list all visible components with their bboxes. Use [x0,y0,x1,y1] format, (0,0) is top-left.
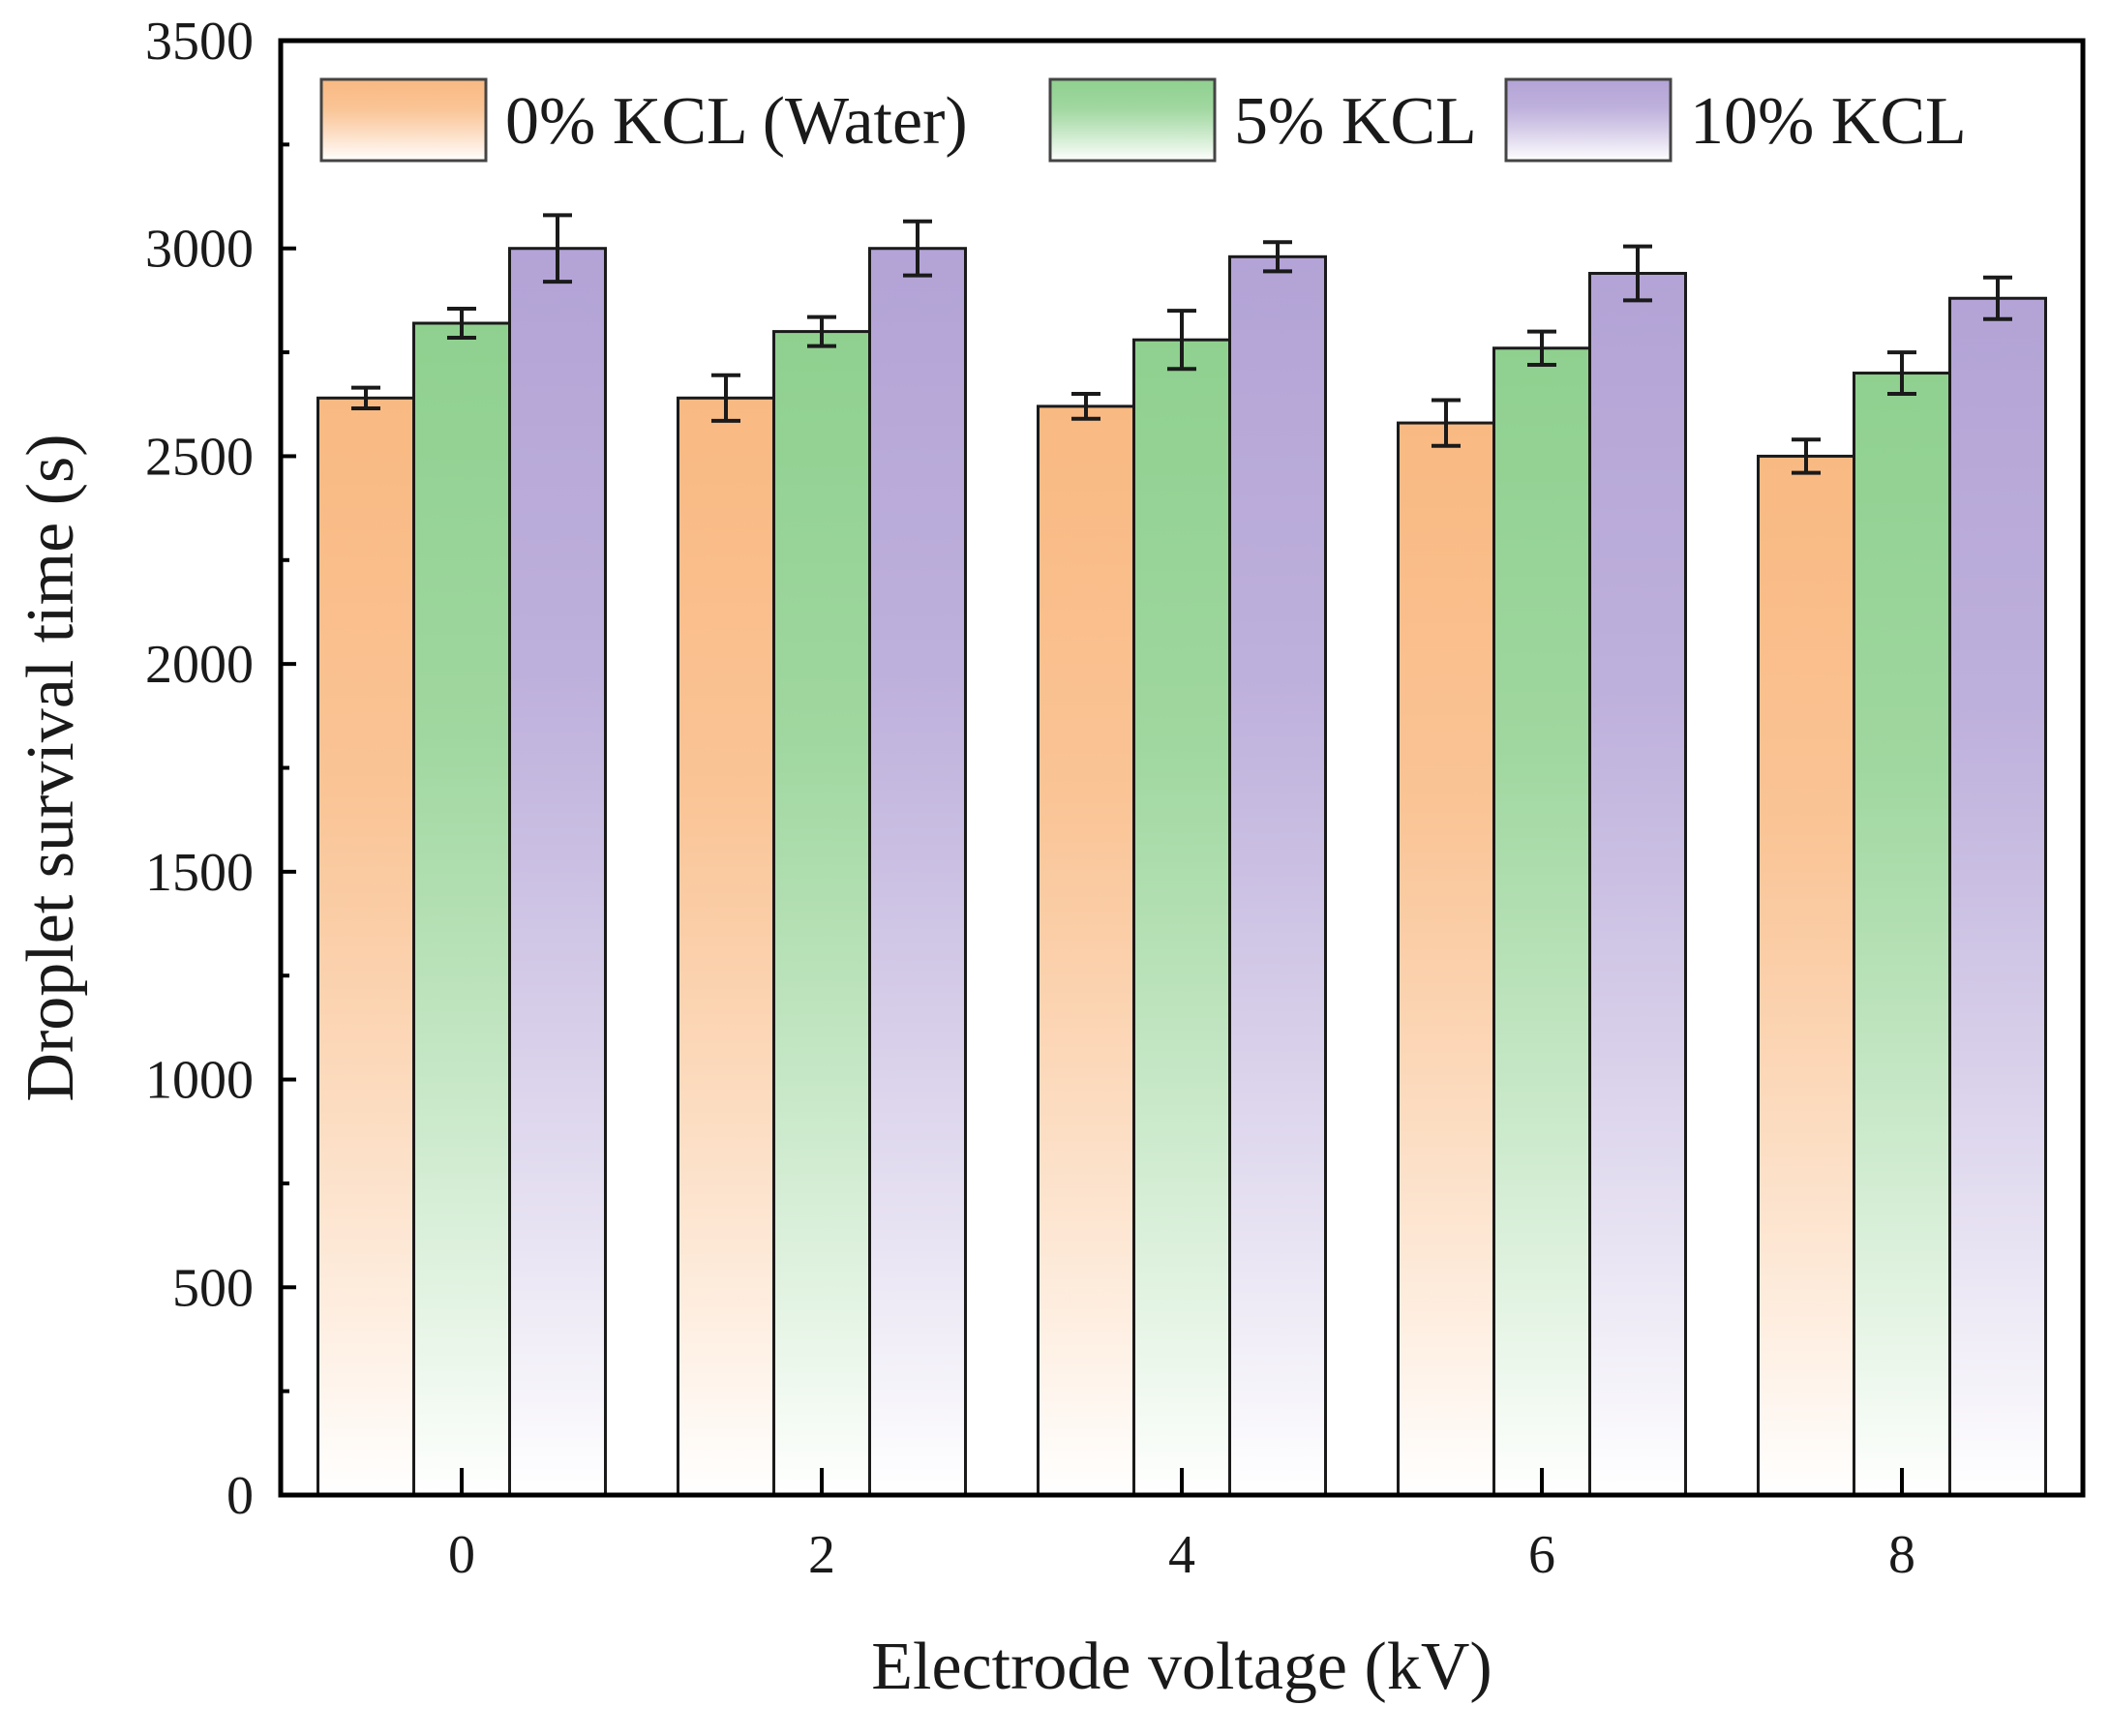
legend-label-0-kcl-water: 0% KCL (Water) [505,84,968,159]
legend: 0% KCL (Water) 5% KCL 10% KCL [319,77,1967,163]
error-bar-5-kcl-2kv [807,314,836,348]
error-bar-10-kcl-0kv [543,213,572,284]
y-tick-label-2000: 2000 [145,635,254,695]
bar-10-kcl-4kv [1228,254,1327,1497]
legend-swatch-0-kcl-water [319,77,488,163]
bar-5-kcl-2kv [772,330,871,1497]
legend-swatch-5-kcl [1048,77,1217,163]
y-tick-label-3500: 3500 [145,12,254,72]
y-tick-label-1000: 1000 [145,1051,254,1111]
y-tick-label-3000: 3000 [145,220,254,280]
bar-5-kcl-8kv [1853,372,1951,1497]
error-bar-0-kcl-water-4kv [1071,392,1100,421]
bar-0-kcl-water-4kv [1037,404,1135,1497]
bar-0-kcl-water-0kv [316,396,415,1497]
legend-label-10-kcl: 10% KCL [1690,84,1967,159]
legend-item-0-kcl-water: 0% KCL (Water) [319,77,968,163]
y-tick-label-2500: 2500 [145,427,254,487]
error-bar-10-kcl-8kv [1983,275,2012,321]
error-bar-5-kcl-4kv [1167,309,1196,372]
bars-layer [316,247,2047,1497]
x-tick-label-0: 0 [448,1525,475,1585]
error-bar-10-kcl-2kv [903,219,932,278]
y-axis: 0 500 1000 1500 2000 2500 3000 3500 [145,12,296,1526]
error-bar-5-kcl-8kv [1887,350,1916,397]
error-bar-10-kcl-6kv [1623,244,1652,303]
bar-10-kcl-8kv [1948,296,2047,1497]
x-tick-label-6: 6 [1528,1525,1555,1585]
bar-0-kcl-water-2kv [677,396,775,1497]
y-axis-title: Droplet survival time (s) [14,434,88,1101]
bar-0-kcl-water-8kv [1757,454,1855,1497]
x-tick-label-2: 2 [808,1525,835,1585]
error-bar-5-kcl-0kv [447,306,476,341]
bar-5-kcl-4kv [1132,338,1231,1497]
bar-5-kcl-0kv [412,321,511,1497]
bar-0-kcl-water-6kv [1397,421,1495,1497]
bar-10-kcl-2kv [868,247,967,1497]
error-bar-5-kcl-6kv [1527,329,1556,367]
error-bars-layer [351,213,2012,475]
x-tick-label-8: 8 [1888,1525,1915,1585]
error-bar-0-kcl-water-6kv [1432,398,1461,448]
x-axis-title: Electrode voltage (kV) [871,1630,1492,1704]
y-tick-label-0: 0 [226,1466,254,1526]
x-axis: 0 2 4 6 8 [448,1468,1915,1585]
error-bar-0-kcl-water-0kv [351,385,380,411]
bar-5-kcl-6kv [1492,346,1591,1497]
bar-10-kcl-0kv [508,247,607,1497]
error-bar-10-kcl-4kv [1263,240,1292,274]
x-tick-label-4: 4 [1168,1525,1195,1585]
bar-10-kcl-6kv [1588,271,1687,1497]
y-tick-label-500: 500 [172,1258,254,1318]
legend-item-5-kcl: 5% KCL [1048,77,1477,163]
legend-item-10-kcl: 10% KCL [1504,77,1967,163]
error-bar-0-kcl-water-2kv [711,373,740,423]
error-bar-0-kcl-water-8kv [1792,437,1821,475]
y-tick-label-1500: 1500 [145,843,254,903]
legend-swatch-10-kcl [1504,77,1673,163]
legend-label-5-kcl: 5% KCL [1234,84,1477,159]
